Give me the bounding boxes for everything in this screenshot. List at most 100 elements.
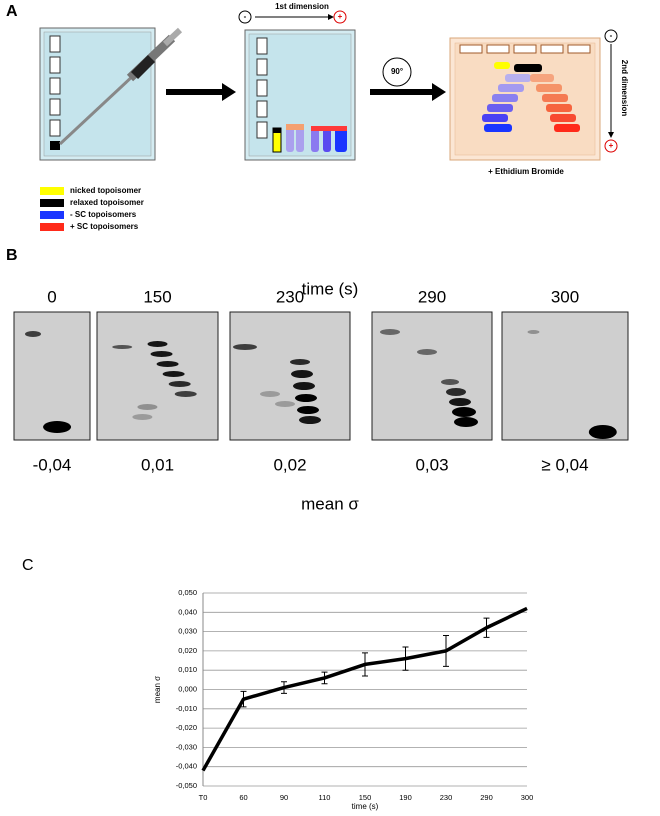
gel-image [229, 311, 351, 441]
y-tick-label: 0,010 [178, 665, 197, 674]
y-tick-label: -0,050 [176, 781, 197, 790]
y-axis-label: mean σ [153, 676, 162, 703]
gel-band [156, 361, 179, 367]
x-axis-label: time (s) [352, 802, 379, 811]
gel-image [96, 311, 219, 441]
gel-loading [39, 27, 183, 161]
error-bar [483, 617, 490, 638]
x-tick-label: T0 [199, 793, 208, 802]
gel-image [501, 311, 629, 441]
panel-label: B [6, 247, 18, 264]
gel-band [449, 398, 471, 406]
rotation-circle [382, 57, 412, 87]
gel-band [174, 391, 197, 397]
gel-images: 0 -0,04 150 0,01 230 0,02 290 0,03 300 ≥ 0,04 [13, 287, 629, 474]
x-tick-label: 230 [440, 793, 453, 802]
sigma-label: -0,04 [33, 455, 72, 474]
legend-label: relaxed topoisomer [70, 198, 144, 207]
dimension-label: 2nd dimension [620, 60, 629, 117]
y-tick-label: -0,030 [176, 742, 197, 751]
gel-band [588, 425, 617, 439]
gel-band [293, 382, 315, 390]
line-chart: -0,050 -0,040 -0,030 -0,020 -0,010 0,000 0,010… [153, 588, 533, 811]
gel-band [25, 331, 41, 337]
gel-band [527, 330, 540, 334]
gel-band [295, 394, 317, 402]
panel-label: C [22, 557, 34, 574]
legend-swatch [40, 211, 64, 219]
error-bar [362, 652, 368, 677]
gel-band [290, 359, 310, 365]
gel-band [446, 388, 466, 396]
gel-band [452, 407, 476, 417]
time-label: 290 [418, 287, 446, 306]
y-tick-label: -0,020 [176, 723, 197, 732]
electrode-sign: - [244, 12, 247, 21]
electrode [238, 10, 252, 24]
sigma-title: mean σ [301, 494, 359, 513]
time-label: 150 [143, 287, 171, 306]
time-title: time (s) [302, 279, 359, 298]
rotation-label: 90° [391, 67, 403, 76]
legend: nicked topoisomer relaxed topoisomer - SC … [40, 186, 144, 231]
gel-band [441, 379, 459, 385]
sigma-label: 0,02 [273, 455, 306, 474]
error-bar [281, 681, 287, 694]
gel-band [380, 329, 400, 335]
electrode-sign: - [610, 31, 613, 40]
y-tick-label: 0,020 [178, 646, 197, 655]
y-tick-label: 0,050 [178, 588, 197, 597]
arrow-head [608, 132, 614, 138]
error-bar [240, 690, 247, 708]
legend-swatch [40, 187, 64, 195]
legend-swatch [40, 223, 64, 231]
x-tick-label: 300 [521, 793, 534, 802]
gel-band [299, 416, 321, 424]
y-tick-label: 0,000 [178, 684, 197, 693]
legend-label: nicked topoisomer [70, 186, 141, 195]
y-tick-label: -0,040 [176, 762, 197, 771]
time-label: 0 [47, 287, 56, 306]
time-label: 300 [551, 287, 579, 306]
x-tick-label: 150 [359, 793, 372, 802]
error-bar [443, 634, 449, 667]
legend-swatch [40, 199, 64, 207]
x-tick-label: 290 [480, 793, 493, 802]
x-tick-label: 90 [280, 793, 288, 802]
x-tick-label: 60 [239, 793, 247, 802]
gel-band [43, 421, 72, 433]
gel-band [147, 341, 168, 347]
gel-band [275, 401, 295, 407]
gel-second-dimension [449, 37, 601, 161]
electrode-sign: + [338, 12, 343, 21]
panel-label: A [6, 3, 18, 20]
arrow [370, 83, 446, 101]
gel-image [13, 311, 91, 441]
electrode [604, 139, 618, 153]
gel-band [112, 345, 133, 349]
stain-label: + Ethidium Bromide [488, 167, 564, 176]
gel-band [150, 351, 173, 357]
x-tick-label: 190 [399, 793, 412, 802]
gel-band [260, 391, 280, 397]
legend-label: + SC topoisomers [70, 222, 139, 231]
dimension-label: 1st dimension [275, 2, 329, 11]
gel-band [137, 404, 158, 410]
gel-band [233, 344, 257, 350]
electrode [333, 10, 347, 24]
sigma-label: ≥ 0,04 [541, 455, 588, 474]
gel-band [417, 349, 437, 355]
sigma-label: 0,01 [141, 455, 174, 474]
gel-band [132, 414, 153, 420]
gel-band [297, 406, 319, 414]
time-label: 230 [276, 287, 304, 306]
y-tick-label: 0,030 [178, 627, 197, 636]
gel-band [162, 371, 185, 377]
electrode-sign: + [609, 141, 614, 150]
arrow [166, 83, 236, 101]
y-tick-label: -0,010 [176, 704, 197, 713]
error-bar [402, 646, 409, 671]
x-tick-label: 110 [319, 793, 331, 802]
sigma-label: 0,03 [415, 455, 448, 474]
